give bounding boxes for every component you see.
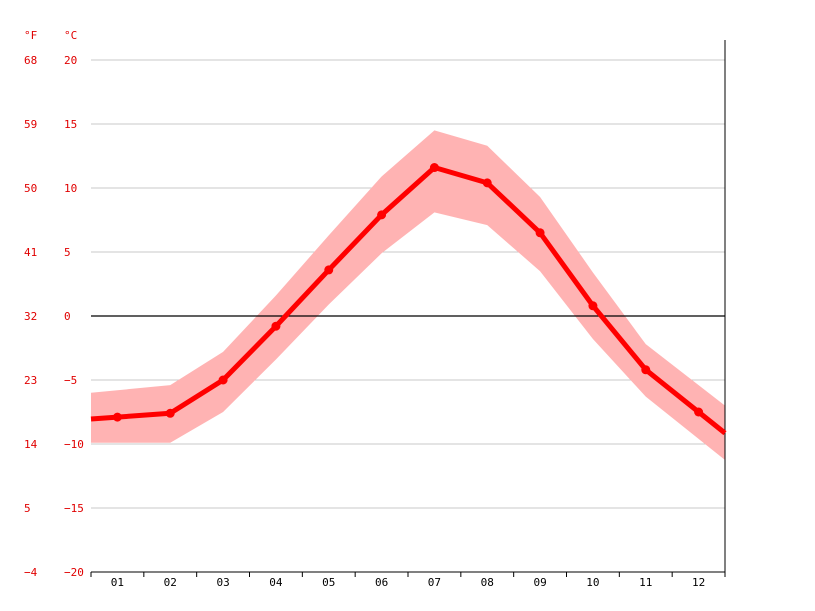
x-tick-label: 03: [216, 576, 229, 589]
grid-lines: [91, 59, 725, 509]
y-tick-label-c: −10: [64, 438, 84, 451]
y-tick-label-f: 5: [24, 502, 31, 515]
data-point-04: [271, 321, 281, 331]
y-tick-label-c: −15: [64, 502, 84, 515]
series-line: [90, 165, 727, 436]
y-tick-label-f: −4: [24, 566, 38, 579]
data-point-06: [377, 210, 387, 220]
data-point-11: [641, 365, 651, 375]
y-tick-label-f: 32: [24, 310, 37, 323]
x-tick-label: 05: [322, 576, 335, 589]
y-tick-label-f: 59: [24, 118, 37, 131]
data-points: [112, 163, 704, 422]
x-tick-label: 07: [428, 576, 441, 589]
y-tick-label-f: 14: [24, 438, 38, 451]
x-tick-label: 02: [164, 576, 177, 589]
x-tick-label: 12: [692, 576, 705, 589]
x-tick-label: 11: [639, 576, 652, 589]
x-tick-label: 08: [481, 576, 494, 589]
x-tick-label: 06: [375, 576, 388, 589]
axes: [90, 40, 726, 577]
y-tick-label-c: −20: [64, 566, 84, 579]
y-tick-label-c: 0: [64, 310, 71, 323]
y-tick-label-f: 23: [24, 374, 37, 387]
unit-f-label: °F: [24, 29, 37, 42]
y-tick-label-f: 41: [24, 246, 37, 259]
y-tick-labels: °F °C 68 20 59 15 50 10 41 5 32 0 23 −5 14 −10 5 −15 −4 −…: [24, 29, 84, 579]
y-tick-label-f: 50: [24, 182, 37, 195]
data-point-08: [482, 178, 492, 188]
x-tick-label: 10: [586, 576, 599, 589]
x-tick-labels: 01 02 03 04 05 06 07 08 09 10 11 12: [111, 576, 705, 589]
data-point-09: [535, 228, 545, 238]
temperature-range-band: [91, 130, 725, 460]
y-tick-label-f: 68: [24, 54, 37, 67]
data-point-07: [429, 163, 439, 173]
data-point-10: [588, 301, 598, 311]
unit-c-label: °C: [64, 29, 77, 42]
data-point-12: [694, 407, 704, 417]
data-point-02: [165, 408, 175, 418]
y-tick-label-c: 10: [64, 182, 77, 195]
y-tick-label-c: −5: [64, 374, 77, 387]
y-tick-label-c: 15: [64, 118, 77, 131]
data-point-03: [218, 375, 228, 385]
data-point-01: [112, 412, 122, 422]
x-tick-label: 01: [111, 576, 124, 589]
y-tick-label-c: 5: [64, 246, 71, 259]
x-tick-label: 09: [533, 576, 546, 589]
data-point-05: [324, 265, 334, 275]
x-tick-label: 04: [269, 576, 283, 589]
y-tick-label-c: 20: [64, 54, 77, 67]
